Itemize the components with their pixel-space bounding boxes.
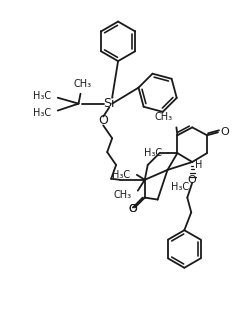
Text: O: O xyxy=(98,114,108,127)
Text: H₃C: H₃C xyxy=(33,91,51,101)
Text: O: O xyxy=(128,204,137,214)
Text: H₃C: H₃C xyxy=(144,148,163,158)
Text: CH₃: CH₃ xyxy=(154,112,173,122)
Text: CH₃: CH₃ xyxy=(73,79,92,89)
Text: CH₃: CH₃ xyxy=(114,190,132,200)
Text: O: O xyxy=(128,204,137,214)
Text: O: O xyxy=(188,175,197,185)
Text: O: O xyxy=(220,127,229,137)
Text: Si: Si xyxy=(103,97,115,110)
Text: H₃C: H₃C xyxy=(112,170,130,180)
Text: H₃C: H₃C xyxy=(172,182,189,192)
Text: H₃C: H₃C xyxy=(33,108,51,117)
Text: H: H xyxy=(195,160,203,170)
